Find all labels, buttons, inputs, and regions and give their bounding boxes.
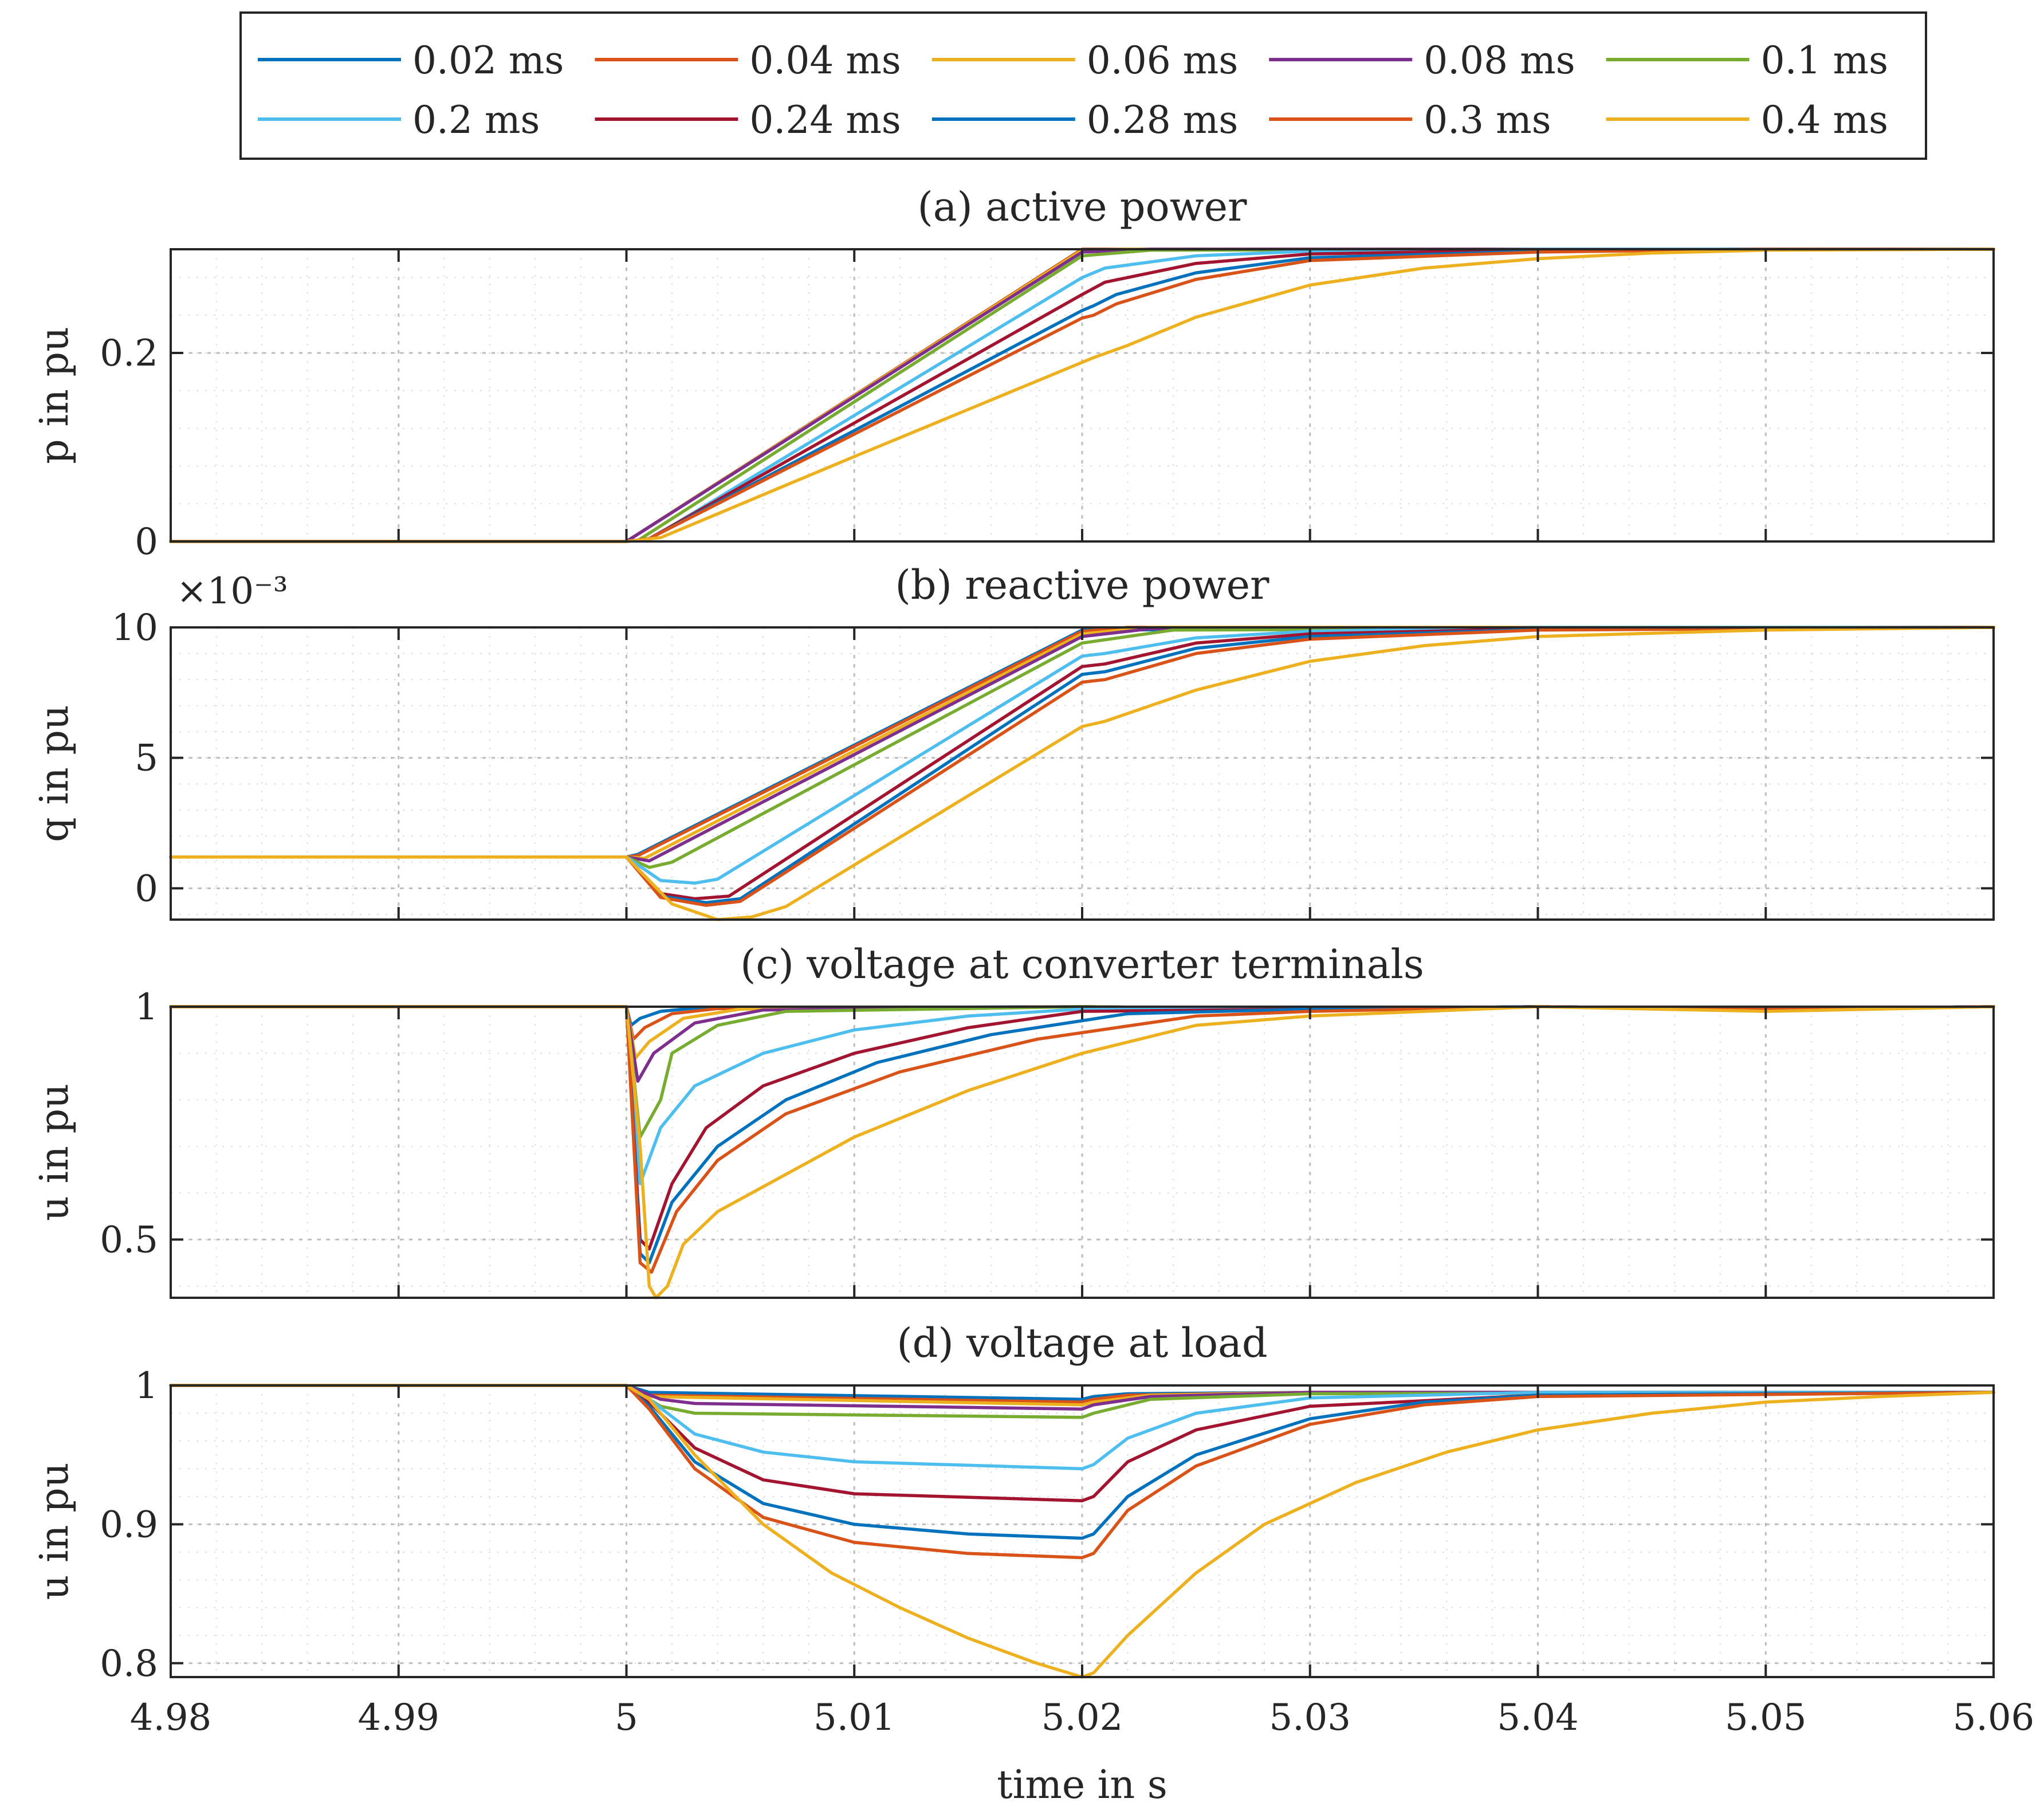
y-tick-label: 0 <box>135 521 158 563</box>
legend-label-3: 0.06 ms <box>1087 38 1238 83</box>
series-line-d-8 <box>169 1384 1995 1540</box>
series-line-c-10 <box>169 1005 1995 1299</box>
series-line-b-9 <box>169 626 1995 907</box>
panel-b: 0 5 10 (b) reactive power q in pu ×10⁻³ <box>32 562 1995 921</box>
series-line-b-6 <box>169 626 1995 885</box>
legend-label-6: 0.2 ms <box>412 98 540 142</box>
x-tick-label: 5.02 <box>1041 1697 1123 1739</box>
series-line-a-10 <box>169 248 1995 543</box>
legend-label-4: 0.08 ms <box>1424 38 1575 83</box>
legend-label-8: 0.28 ms <box>1087 98 1238 142</box>
legend-label-7: 0.24 ms <box>749 98 901 142</box>
x-tick-labels: 4.98 4.99 5 5.01 5.02 5.03 5.04 5.05 5.06 <box>130 1697 2035 1739</box>
y-tick-label: 5 <box>135 737 158 780</box>
legend-label-5: 0.1 ms <box>1761 38 1888 83</box>
series-line-d-4 <box>169 1384 1995 1411</box>
y-exponent-label: ×10⁻³ <box>176 570 288 613</box>
panel-d: 0.8 0.9 1 (d) voltage at load u in pu <box>32 1320 1995 1685</box>
legend-label-1: 0.02 ms <box>412 38 564 83</box>
x-tick-label: 4.98 <box>130 1697 212 1739</box>
x-tick-label: 4.99 <box>358 1697 440 1739</box>
panel-a: 0 0.2 (a) active power p in pu <box>32 183 1995 563</box>
series-line-b-10 <box>169 626 1995 921</box>
legend-box <box>239 11 1927 160</box>
y-tick-label: 0.2 <box>100 332 158 375</box>
x-tick-label: 5.04 <box>1497 1697 1579 1739</box>
chart-panels: 0 0.2 (a) active power p in pu 0 5 10 (b) react… <box>32 183 2034 1739</box>
y-axis-label-c: u in pu <box>32 1083 77 1221</box>
y-axis-label-d: u in pu <box>32 1463 77 1600</box>
y-tick-label: 0 <box>135 867 158 910</box>
grid-c <box>170 1006 1995 1298</box>
y-tick-label: 0.5 <box>100 1219 158 1261</box>
legend-label-2: 0.04 ms <box>749 38 901 83</box>
x-tick-label: 5.01 <box>813 1697 895 1739</box>
grid-d <box>170 1384 1995 1677</box>
x-tick-label: 5.06 <box>1953 1697 2035 1739</box>
panel-c: 0.5 1 (c) voltage at converter terminals u … <box>32 941 1995 1299</box>
y-tick-label: 1 <box>135 1365 158 1407</box>
legend-label-10: 0.4 ms <box>1761 98 1888 142</box>
y-axis-label-b: q in pu <box>32 705 77 842</box>
legend-label-9: 0.3 ms <box>1424 98 1551 142</box>
series-line-d-9 <box>169 1384 1995 1560</box>
y-axis-label-a: p in pu <box>32 327 77 464</box>
legend: 0.02 ms 0.04 ms 0.06 ms 0.08 ms 0.1 ms 0.2 ms… <box>239 11 1927 160</box>
x-tick-label: 5 <box>615 1697 638 1739</box>
grid-b <box>170 626 1995 920</box>
panel-title-b: (b) reactive power <box>895 562 1269 608</box>
series-group-d <box>169 1384 1995 1679</box>
y-tick-label: 0.9 <box>100 1503 158 1546</box>
panel-title-c: (c) voltage at converter terminals <box>740 941 1424 988</box>
y-tick-label: 1 <box>135 986 158 1028</box>
panel-title-a: (a) active power <box>917 183 1247 230</box>
series-line-d-7 <box>169 1384 1995 1502</box>
series-group-b <box>169 626 1995 921</box>
y-tick-label: 0.8 <box>100 1643 158 1685</box>
panel-title-d: (d) voltage at load <box>897 1320 1267 1367</box>
series-line-d-10 <box>169 1384 1995 1679</box>
x-tick-label: 5.03 <box>1269 1697 1351 1739</box>
x-tick-label: 5.05 <box>1725 1697 1807 1739</box>
y-tick-label: 10 <box>112 607 158 649</box>
x-axis-label: time in s <box>997 1762 1167 1808</box>
